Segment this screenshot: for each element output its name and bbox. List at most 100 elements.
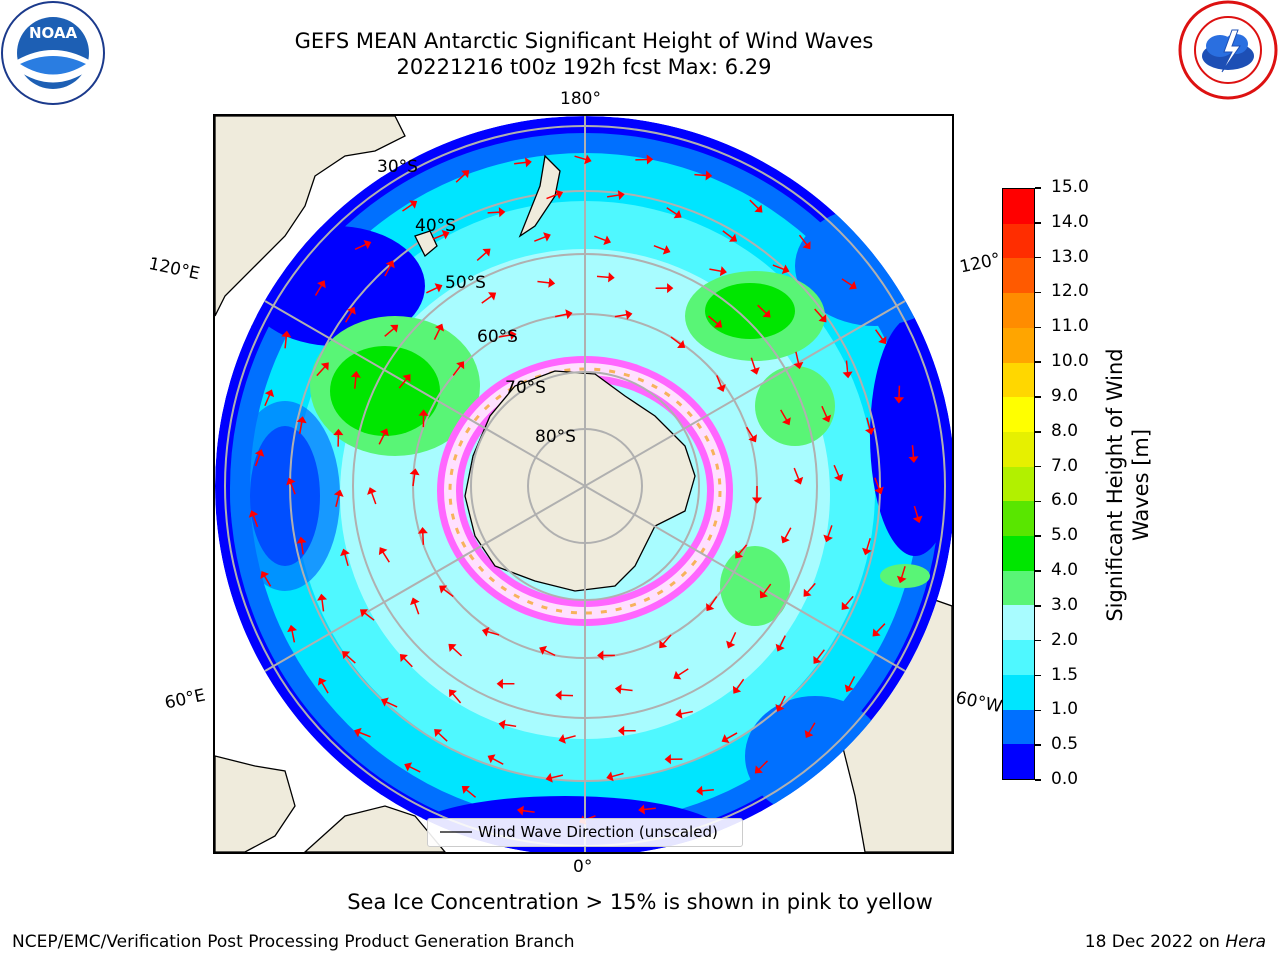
wave-direction-arrowhead (281, 330, 292, 338)
map-panel: 30°S 40°S 50°S 60°S 70°S 80°S (213, 114, 954, 854)
lon-label-60w: 60°W (953, 688, 1004, 718)
wave-direction-arrow (833, 464, 840, 477)
lat-label-40s: 40°S (415, 216, 456, 236)
wave-direction-arrow (677, 668, 689, 677)
wave-direction-arrow (335, 495, 340, 507)
wave-direction-arrow (874, 329, 884, 340)
wave-direction-arrow (844, 595, 854, 607)
colorbar-segment (1003, 605, 1034, 641)
wave-direction-arrowhead (802, 241, 811, 250)
wave-direction-arrowhead (803, 588, 812, 597)
wave-direction-arrowhead (498, 207, 506, 218)
colorbar-tick-mark (1035, 500, 1041, 503)
lat-label-30s: 30°S (377, 157, 418, 177)
wave-direction-arrowhead (487, 754, 496, 764)
wave-direction-arrow (784, 527, 792, 539)
wave-direction-arrow (321, 599, 325, 612)
wave-direction-arrow (716, 375, 723, 387)
wave-direction-arrowhead (296, 416, 307, 424)
wave-direction-arrow (594, 235, 606, 242)
wave-direction-arrowhead (662, 245, 671, 255)
wave-direction-arrowhead (842, 371, 853, 379)
wave-direction-arrow (643, 807, 656, 811)
wave-direction-arrowhead (732, 685, 742, 694)
colorbar-label-line1: Significant Height of Wind (1103, 348, 1127, 622)
colorbar (1002, 188, 1035, 780)
colorbar-tick-label: 3.0 (1051, 594, 1079, 615)
colorbar-tick-label: 14.0 (1051, 211, 1089, 232)
wave-direction-arrowhead (481, 626, 490, 637)
colorbar-tick-mark (1035, 535, 1041, 537)
wave-direction-arrowhead (675, 708, 683, 719)
wave-direction-arrowhead (759, 590, 768, 599)
wave-direction-arrow (291, 630, 296, 643)
wave-direction-arrow (757, 304, 767, 315)
noaa-logo-text: NOAA (29, 24, 78, 42)
wave-direction-arrowhead (449, 689, 457, 698)
wave-direction-arrowhead (545, 772, 553, 783)
colorbar-tick-mark (1035, 361, 1041, 363)
chart-title: GEFS MEAN Antarctic Significant Height o… (294, 29, 874, 53)
wave-direction-arrowhead (509, 330, 517, 341)
wave-direction-arrowhead (841, 601, 850, 610)
colorbar-tick-mark (1035, 570, 1041, 572)
colorbar-segment (1003, 570, 1034, 606)
colorbar-tick-mark (1035, 431, 1041, 433)
wave-direction-arrow (364, 612, 375, 621)
wave-direction-arrow (413, 602, 420, 615)
wave-direction-arrow (911, 445, 915, 458)
wave-direction-arrow (487, 211, 500, 214)
wave-direction-arrowhead (782, 417, 791, 426)
wave-direction-arrowhead (353, 727, 362, 738)
colorbar-tick-label: 9.0 (1051, 385, 1079, 406)
wave-direction-arrow (537, 280, 550, 284)
wave-direction-arrow (403, 657, 413, 668)
wave-direction-arrowhead (673, 209, 682, 219)
wave-direction-arrow (866, 538, 871, 550)
wave-direction-arrowhead (728, 233, 738, 242)
wave-direction-arrowhead (606, 771, 614, 782)
colorbar-tick-mark (1035, 256, 1041, 259)
wave-direction-arrowhead (677, 339, 686, 349)
wave-direction-arrow (314, 284, 323, 296)
wave-direction-arrow (384, 327, 395, 337)
lon-label-180: 180° (560, 89, 601, 109)
wave-direction-arrow (762, 583, 772, 595)
wave-direction-arrowhead (646, 154, 654, 165)
wave-direction-arrowhead (404, 762, 413, 772)
wave-direction-arrowhead (584, 154, 592, 165)
wave-direction-arrowhead (340, 548, 350, 557)
wave-direction-arrow (694, 173, 707, 177)
wave-direction-arrowhead (775, 643, 785, 652)
wave-direction-arrow (534, 236, 546, 242)
colorbar-segment (1003, 501, 1034, 537)
wave-direction-arrowhead (417, 527, 428, 534)
wave-direction-arrowhead (409, 468, 420, 476)
wave-direction-arrow (620, 688, 633, 692)
colorbar-tick-mark (1035, 187, 1041, 189)
wave-direction-arrowhead (834, 473, 844, 482)
wave-direction-arrow (432, 233, 445, 240)
colorbar-tick-label: 1.5 (1051, 664, 1079, 685)
wave-direction-arrowhead (813, 655, 822, 664)
colorbar-segment (1003, 674, 1034, 710)
wave-direction-arrowhead (555, 690, 562, 701)
wave-direction-arrow (848, 676, 856, 688)
wave-direction-arrow (522, 809, 535, 813)
wave-direction-arrowhead (380, 697, 389, 707)
wave-direction-arrowhead (333, 428, 344, 436)
lon-label-120e: 120°E (146, 254, 202, 285)
wave-direction-arrowhead (498, 719, 506, 730)
antarctica (464, 370, 696, 592)
nws-logo (1176, 0, 1280, 104)
wave-direction-arrowhead (696, 785, 703, 796)
wave-direction-arrowhead (638, 804, 645, 815)
wave-direction-arrowhead (385, 260, 395, 269)
wave-direction-arrowhead (823, 534, 833, 543)
wave-direction-arrowhead (793, 361, 804, 370)
wave-direction-arrow (900, 566, 906, 578)
wave-direction-arrowhead (603, 235, 612, 245)
wave-direction-arrow (874, 477, 880, 490)
wave-direction-arrowhead (608, 272, 615, 283)
wave-direction-arrow (481, 295, 492, 304)
